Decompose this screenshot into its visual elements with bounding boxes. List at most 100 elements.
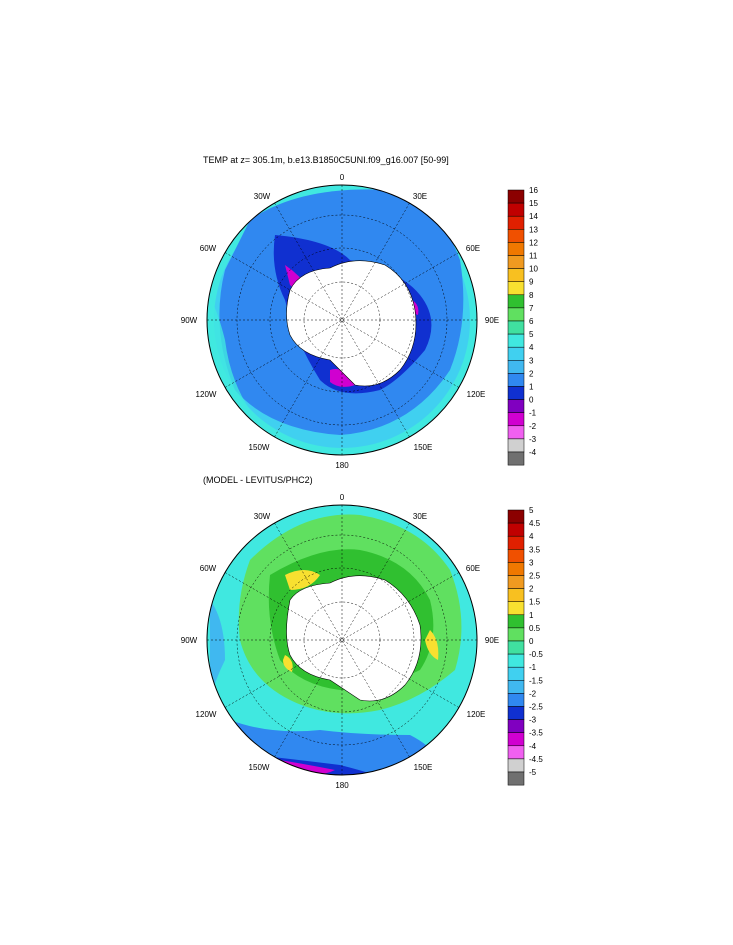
colorbar-label: 3 — [529, 558, 534, 567]
colorbar-swatch — [507, 281, 525, 296]
colorbar-swatch — [507, 320, 525, 335]
colorbar-label: -4 — [529, 742, 537, 751]
colorbar-label: 11 — [529, 252, 538, 261]
colorbar-swatch — [507, 451, 525, 466]
colorbar-label: -4 — [529, 448, 537, 457]
colorbar-swatch — [507, 255, 525, 269]
colorbar-label: 15 — [529, 199, 538, 208]
colorbar-swatch — [507, 333, 525, 348]
p2-lon-label: 120E — [467, 710, 486, 719]
colorbar-label: 7 — [529, 304, 534, 313]
colorbar-swatch — [507, 294, 525, 309]
colorbar-swatch — [507, 202, 525, 217]
colorbar-label: -3 — [529, 716, 537, 725]
colorbar-swatch — [507, 268, 525, 282]
colorbar-swatch — [507, 601, 525, 616]
colorbar-swatch — [507, 680, 525, 694]
colorbar-label: 0 — [529, 396, 534, 405]
colorbar-label: -4.5 — [529, 755, 543, 764]
p1-lon-label: 60W — [200, 244, 217, 253]
colorbar-swatch — [507, 719, 525, 733]
colorbar-swatch — [507, 666, 525, 681]
colorbar-swatch — [507, 706, 525, 720]
colorbar-label: 3.5 — [529, 545, 541, 554]
colorbar-swatch — [507, 614, 525, 629]
p2-lon-label: 60E — [466, 564, 480, 573]
colorbar-swatch — [507, 758, 525, 773]
colorbar-label: -5 — [529, 768, 537, 777]
colorbar-label: 1 — [529, 383, 534, 392]
panel2-colorbar: 5 4.5 4 3.5 3 2.5 2 1.5 1 0.5 0 -0.5 -1 -1.5 -2 -2.5 -3 -… — [507, 506, 543, 786]
colorbar-swatch — [507, 373, 525, 387]
colorbar-label: 9 — [529, 278, 534, 287]
p1-lon-label: 90W — [181, 316, 198, 325]
colorbar-swatch — [507, 242, 525, 256]
colorbar-label: 4 — [529, 532, 534, 541]
p1-lon-label: 150E — [414, 443, 433, 452]
p2-lon-label: 30W — [254, 512, 271, 521]
colorbar-swatch — [507, 522, 525, 537]
colorbar-swatch — [507, 425, 525, 440]
colorbar-label: 1.5 — [529, 598, 541, 607]
colorbar-swatch — [507, 640, 525, 655]
colorbar-label: -2 — [529, 422, 537, 431]
colorbar-label: -0.5 — [529, 650, 543, 659]
colorbar-swatch — [507, 189, 525, 204]
colorbar-label: 2 — [529, 585, 534, 594]
colorbar-label: 2 — [529, 369, 534, 378]
colorbar-swatch — [507, 745, 525, 760]
p2-lon-label: 90W — [181, 636, 198, 645]
colorbar-label: -3.5 — [529, 729, 543, 738]
colorbar-swatch — [507, 229, 525, 243]
panel2-map: 0 30E 60E 90E 120E 150E 180 150W 120W 90… — [181, 493, 499, 790]
colorbar-swatch — [507, 438, 525, 453]
colorbar-label: 10 — [529, 265, 538, 274]
colorbar-label: 4.5 — [529, 519, 541, 528]
colorbar-label: 16 — [529, 186, 538, 195]
p1-lon-label: 0 — [340, 173, 345, 182]
colorbar-swatch — [507, 575, 525, 589]
colorbar-swatch — [507, 509, 525, 524]
p1-lon-label: 30E — [413, 192, 427, 201]
colorbar-label: 1 — [529, 611, 534, 620]
p2-lon-label: 90E — [485, 636, 499, 645]
colorbar-label: 3 — [529, 356, 534, 365]
colorbar-swatch — [507, 412, 525, 427]
p1-lon-label: 90E — [485, 316, 499, 325]
colorbar-label: 4 — [529, 343, 534, 352]
panel1-map: 0 30E 60E 90E 120E 150E 180 150W 120W 90… — [181, 173, 499, 470]
colorbar-label: -1 — [529, 663, 537, 672]
p2-lon-label: 150E — [414, 763, 433, 772]
colorbar-label: 8 — [529, 291, 534, 300]
colorbar-swatch — [507, 346, 525, 361]
colorbar-label: 12 — [529, 238, 538, 247]
panel1-title: TEMP at z= 305.1m, b.e13.B1850C5UNI.f09_… — [203, 155, 449, 165]
p1-lon-label: 120W — [196, 390, 217, 399]
colorbar-swatch — [507, 732, 525, 747]
colorbar-swatch — [507, 693, 525, 707]
p1-lon-label: 180 — [335, 461, 349, 470]
panel2-title: (MODEL - LEVITUS/PHC2) — [203, 475, 313, 485]
colorbar-label: -2.5 — [529, 703, 543, 712]
colorbar-label: 0 — [529, 637, 534, 646]
colorbar-swatch — [507, 360, 525, 374]
colorbar-label: 0.5 — [529, 624, 541, 633]
p2-lon-label: 60W — [200, 564, 217, 573]
colorbar-swatch — [507, 588, 525, 602]
colorbar-swatch — [507, 307, 525, 322]
p2-lon-label: 150W — [249, 763, 270, 772]
colorbar-swatch — [507, 399, 525, 413]
colorbar-swatch — [507, 549, 525, 563]
p1-lon-label: 150W — [249, 443, 270, 452]
p1-lon-label: 60E — [466, 244, 480, 253]
colorbar-label: -3 — [529, 435, 537, 444]
p2-lon-label: 30E — [413, 512, 427, 521]
colorbar-swatch — [507, 771, 525, 786]
p1-lon-label: 120E — [467, 390, 486, 399]
colorbar-swatch — [507, 627, 525, 642]
colorbar-swatch — [507, 562, 525, 576]
colorbar-swatch — [507, 535, 525, 550]
colorbar-label: -1.5 — [529, 676, 543, 685]
p2-lon-label: 180 — [335, 781, 349, 790]
